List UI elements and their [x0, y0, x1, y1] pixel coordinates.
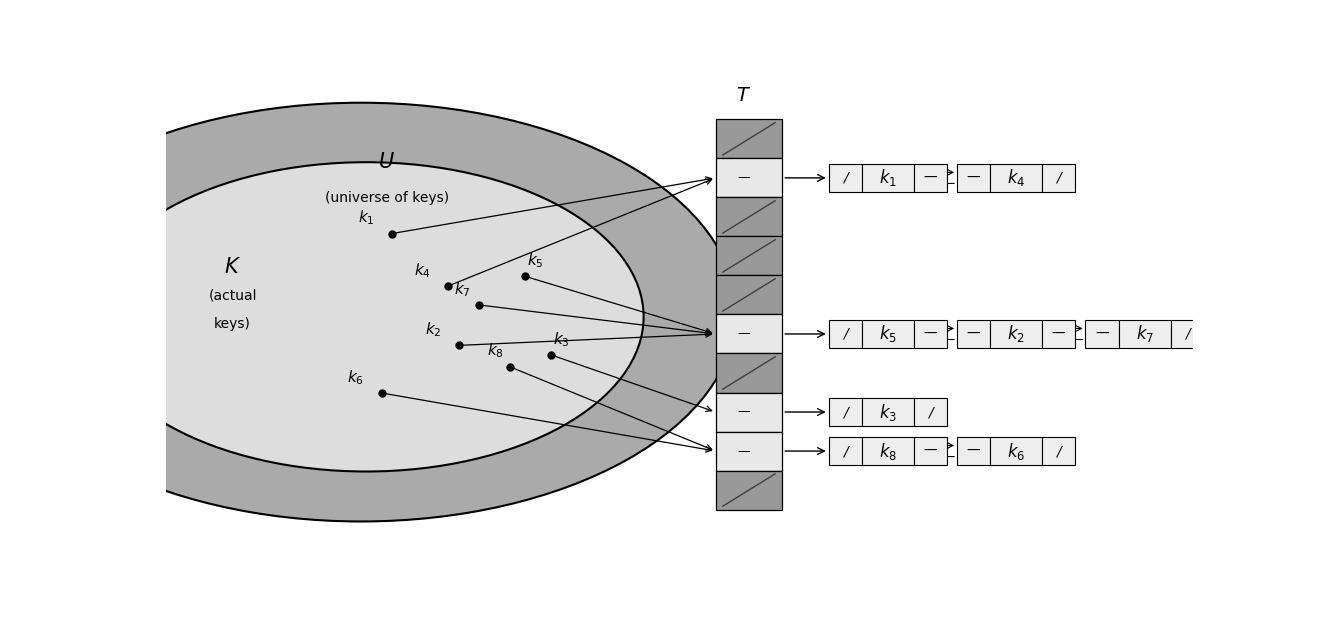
Text: $k_6$: $k_6$	[1006, 441, 1025, 462]
Bar	[914, 320, 947, 348]
Bar	[1119, 320, 1171, 348]
Bar	[716, 392, 782, 431]
Text: $k_3$: $k_3$	[879, 402, 896, 423]
Bar	[716, 431, 782, 470]
Text: —: —	[923, 327, 937, 341]
Text: $k_{1}$: $k_{1}$	[358, 208, 374, 227]
Bar	[862, 320, 914, 348]
Text: $k_8$: $k_8$	[879, 441, 896, 462]
Text: $k_{4}$: $k_{4}$	[414, 261, 431, 279]
Text: $K$: $K$	[224, 257, 241, 277]
Bar	[716, 353, 782, 392]
Text: —: —	[737, 171, 749, 184]
Text: —: —	[923, 444, 937, 458]
Bar	[1171, 320, 1204, 348]
Bar	[991, 438, 1042, 465]
Text: $k_4$: $k_4$	[1006, 167, 1025, 188]
Bar	[716, 315, 782, 353]
Text: /: /	[1057, 444, 1061, 458]
Bar	[716, 276, 782, 315]
Text: $k_{7}$: $k_{7}$	[455, 280, 471, 298]
Text: $k_{6}$: $k_{6}$	[347, 368, 365, 387]
Text: /: /	[843, 171, 847, 185]
Text: $k_1$: $k_1$	[879, 167, 896, 188]
Text: /: /	[1057, 171, 1061, 185]
Text: —: —	[737, 328, 749, 341]
Bar	[862, 398, 914, 426]
Bar	[957, 320, 991, 348]
Bar	[716, 197, 782, 237]
Bar	[914, 164, 947, 192]
Text: $k_2$: $k_2$	[1008, 323, 1025, 344]
Text: /: /	[843, 405, 847, 419]
Text: $k_{3}$: $k_{3}$	[553, 330, 570, 349]
Text: /: /	[1185, 327, 1189, 341]
Bar	[991, 164, 1042, 192]
Text: —: —	[1095, 327, 1109, 341]
Bar	[991, 320, 1042, 348]
Bar	[716, 158, 782, 197]
Bar	[829, 320, 862, 348]
Bar	[957, 164, 991, 192]
Text: —: —	[967, 444, 980, 458]
Text: /: /	[843, 444, 847, 458]
Bar	[914, 398, 947, 426]
Text: $k_{5}$: $k_{5}$	[528, 252, 544, 270]
Bar	[862, 438, 914, 465]
Text: —: —	[737, 444, 749, 457]
Text: —: —	[1052, 327, 1066, 341]
Bar	[914, 438, 947, 465]
Text: /: /	[843, 327, 847, 341]
Text: (actual: (actual	[208, 289, 257, 302]
Text: (universe of keys): (universe of keys)	[325, 191, 448, 205]
Text: $T$: $T$	[736, 86, 751, 105]
Ellipse shape	[0, 103, 736, 522]
Text: /: /	[928, 405, 932, 419]
Bar	[1042, 438, 1075, 465]
Text: —: —	[737, 405, 749, 418]
Ellipse shape	[89, 162, 643, 472]
Bar	[957, 438, 991, 465]
Text: —: —	[967, 327, 980, 341]
Text: —: —	[967, 171, 980, 185]
Bar	[862, 164, 914, 192]
Text: keys): keys)	[213, 317, 251, 331]
Text: $k_7$: $k_7$	[1135, 323, 1154, 344]
Text: —: —	[923, 171, 937, 185]
Text: $k_{8}$: $k_{8}$	[487, 342, 504, 360]
Text: $k_5$: $k_5$	[879, 323, 896, 344]
Bar	[829, 164, 862, 192]
Bar	[1042, 164, 1075, 192]
Bar	[1086, 320, 1119, 348]
Bar	[829, 438, 862, 465]
Bar	[829, 398, 862, 426]
Bar	[716, 237, 782, 276]
Bar	[1042, 320, 1075, 348]
Bar	[716, 470, 782, 510]
Text: $k_{2}$: $k_{2}$	[424, 320, 442, 339]
Text: $U$: $U$	[378, 152, 395, 172]
Bar	[716, 119, 782, 158]
